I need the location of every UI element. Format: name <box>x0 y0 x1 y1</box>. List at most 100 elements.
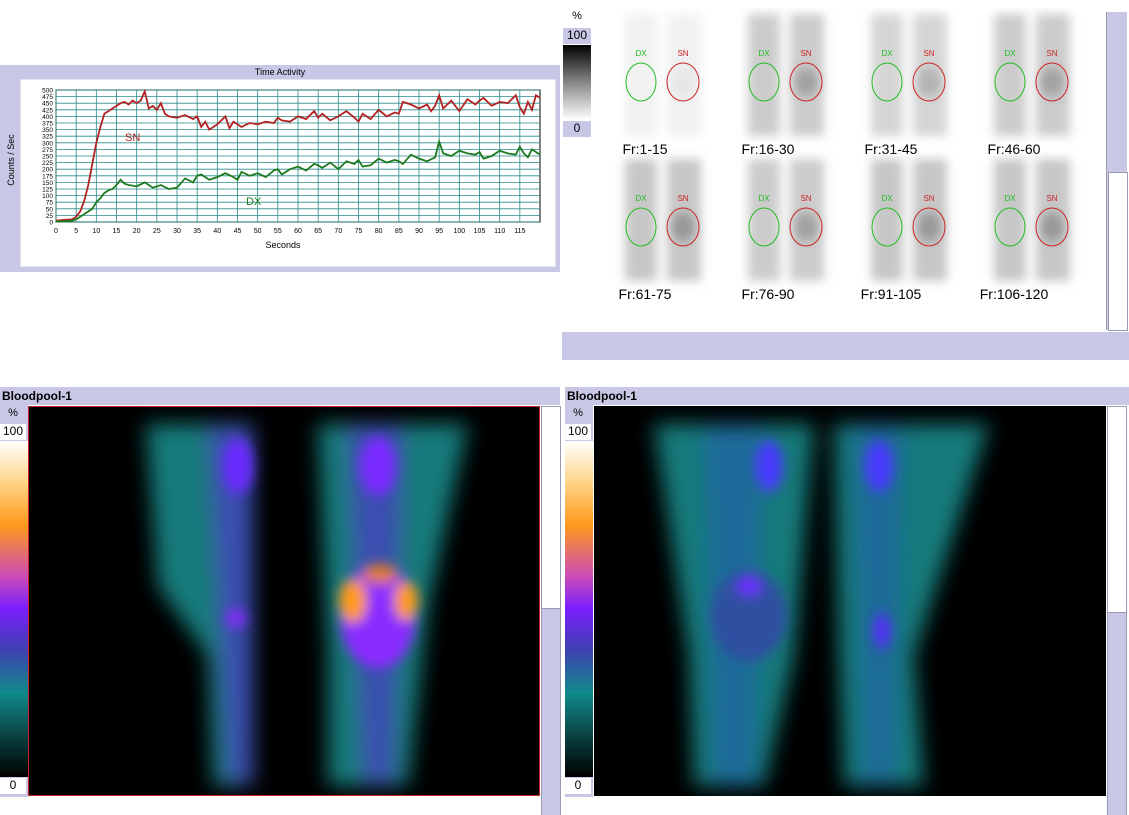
y-tick-label: 200 <box>42 167 53 174</box>
frame-thumbnail[interactable]: DX SN Fr:1-15 <box>622 14 701 157</box>
dx-roi-label: DX <box>635 194 647 203</box>
dx-roi-label: DX <box>758 49 770 58</box>
y-tick-label: 350 <box>42 127 53 134</box>
bloodpool-left-percent-symbol: % <box>0 407 26 421</box>
frame-thumbnail[interactable]: DX SN Fr:91-105 <box>861 159 947 302</box>
time-activity-title: Time Activity <box>254 67 306 77</box>
frame-label: Fr:16-30 <box>742 141 795 157</box>
sn-roi-label: SN <box>1046 49 1057 58</box>
dx-roi-ellipse <box>625 62 657 102</box>
x-tick-label: 70 <box>334 228 342 235</box>
sn-series-line <box>55 88 541 222</box>
bloodpool-left-scale-min: 0 <box>0 778 26 794</box>
dx-roi-ellipse <box>748 62 780 102</box>
frame-thumbnail[interactable]: DX SN Fr:16-30 <box>742 14 824 157</box>
x-tick-label: 10 <box>92 228 100 235</box>
sn-roi-ellipse <box>912 207 946 247</box>
frame-thumbnail[interactable]: DX SN Fr:31-45 <box>865 14 947 157</box>
bloodpool-right-image <box>594 406 1106 796</box>
dx-roi-label: DX <box>881 49 893 58</box>
frames-grid: DX SN Fr:1-15 DX SN Fr:16-30 DX SN Fr:31-45 DX SN F… <box>619 14 1070 302</box>
bloodpool-right-title: Bloodpool-1 <box>565 387 1129 405</box>
x-tick-label: 30 <box>173 228 181 235</box>
bloodpool-right-colorbar <box>565 441 593 777</box>
frames-scale-min: 0 <box>563 121 591 137</box>
sn-roi-ellipse <box>1035 62 1069 102</box>
sn-roi-ellipse <box>666 62 700 102</box>
frame-thumbnail[interactable]: DX SN Fr:76-90 <box>742 159 824 302</box>
y-tick-label: 100 <box>42 193 53 200</box>
y-tick-label: 150 <box>42 180 53 187</box>
frames-bottom-bar <box>562 332 1129 360</box>
frames-scale-max: 100 <box>563 28 591 44</box>
bloodpool-left-title: Bloodpool-1 <box>0 387 560 405</box>
sn-roi-ellipse <box>1035 207 1069 247</box>
y-tick-label: 375 <box>42 121 53 128</box>
sn-roi-label: SN <box>800 194 811 203</box>
dx-roi-ellipse <box>625 207 657 247</box>
bloodpool-right-scrollbar-thumb[interactable] <box>1108 612 1126 815</box>
x-tick-label: 40 <box>213 228 221 235</box>
x-tick-label: 55 <box>274 228 282 235</box>
sn-roi-label: SN <box>923 194 934 203</box>
x-tick-label: 50 <box>254 228 262 235</box>
frame-thumbnail[interactable]: DX SN Fr:46-60 <box>988 14 1070 157</box>
x-tick-label: 60 <box>294 228 302 235</box>
frame-label: Fr:31-45 <box>865 141 918 157</box>
frame-thumbnail[interactable]: DX SN Fr:106-120 <box>980 159 1070 302</box>
x-tick-label: 25 <box>153 228 161 235</box>
y-axis-label: Counts / Sec <box>6 134 16 186</box>
frame-label: Fr:91-105 <box>861 286 922 302</box>
sn-roi-label: SN <box>923 49 934 58</box>
y-tick-label: 225 <box>42 160 53 167</box>
x-tick-label: 65 <box>314 228 322 235</box>
x-tick-label: 90 <box>415 228 423 235</box>
x-tick-label: 45 <box>234 228 242 235</box>
x-tick-label: 110 <box>494 228 505 235</box>
x-tick-label: 80 <box>375 228 383 235</box>
y-tick-label: 250 <box>42 154 53 161</box>
frames-percent-symbol: % <box>563 10 591 26</box>
bloodpool-left-scrollbar-thumb[interactable] <box>542 608 560 815</box>
x-tick-label: 20 <box>133 228 141 235</box>
sn-roi-label: SN <box>800 49 811 58</box>
dx-roi-ellipse <box>871 62 903 102</box>
y-tick-label: 25 <box>46 213 54 220</box>
y-tick-label: 325 <box>42 134 53 141</box>
frame-label: Fr:76-90 <box>742 286 795 302</box>
dx-roi-label: DX <box>758 194 770 203</box>
x-tick-label: 35 <box>193 228 201 235</box>
x-tick-label: 75 <box>355 228 363 235</box>
dx-roi-ellipse <box>748 207 780 247</box>
sn-roi-ellipse <box>912 62 946 102</box>
frame-thumbnail[interactable]: DX SN Fr:61-75 <box>619 159 701 302</box>
y-tick-label: 75 <box>46 200 54 207</box>
y-tick-label: 400 <box>42 114 53 121</box>
dx-series-line <box>55 138 541 223</box>
grayscale-colorbar <box>563 45 591 120</box>
dx-roi-ellipse <box>994 207 1026 247</box>
x-tick-label: 5 <box>74 228 78 235</box>
time-activity-panel: Time Activity 0 5 10 15 20 25 30 35 40 45 50 55 60 65… <box>0 65 560 272</box>
x-axis-label: Seconds <box>265 240 301 250</box>
dx-roi-label: DX <box>1004 194 1016 203</box>
x-tick-label: 115 <box>514 228 525 235</box>
y-tick-label: 300 <box>42 140 53 147</box>
y-tick-label: 275 <box>42 147 53 154</box>
bloodpool-left-scale-max: 100 <box>0 424 26 440</box>
frame-label: Fr:1-15 <box>622 141 667 157</box>
frames-scrollbar-thumb[interactable] <box>1108 172 1128 331</box>
x-tick-label: 85 <box>395 228 403 235</box>
sn-roi-label: SN <box>1046 194 1057 203</box>
sn-roi-label: SN <box>677 49 688 58</box>
sn-roi-ellipse <box>789 207 823 247</box>
y-tick-label: 425 <box>42 107 53 114</box>
sn-roi-label: SN <box>677 194 688 203</box>
frame-label: Fr:61-75 <box>619 286 672 302</box>
time-activity-chart: 0 5 10 15 20 25 30 35 40 45 50 55 60 65 70 75 80 85 90 95 10… <box>6 78 557 268</box>
sn-series-annotation: SN <box>125 132 140 144</box>
bloodpool-left-image <box>28 406 540 796</box>
y-tick-label: 450 <box>42 101 53 108</box>
y-tick-label: 500 <box>42 88 53 95</box>
y-tick-label: 475 <box>42 94 53 101</box>
